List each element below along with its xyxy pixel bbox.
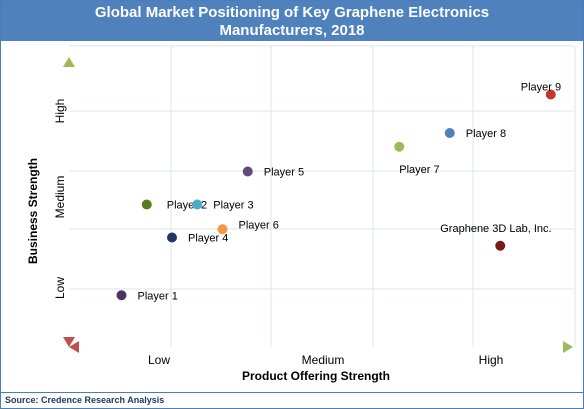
x-tick-low: Low [148, 353, 170, 367]
plot-area: Low Medium High Low Medium High Product … [26, 45, 576, 383]
data-point-1 [116, 290, 127, 301]
data-label-5: Player 5 [264, 167, 304, 179]
x-axis-label: Product Offering Strength [242, 369, 390, 383]
data-point-7 [394, 141, 405, 152]
chart-title: Global Market Positioning of Key Graphen… [1, 1, 583, 41]
y-axis-label: Business Strength [26, 158, 40, 264]
data-point-9 [545, 89, 556, 100]
x-axis-arrow [563, 341, 573, 353]
grid [69, 45, 576, 347]
data-label-1: Player 1 [138, 290, 178, 302]
y-tick-low: Low [53, 277, 67, 299]
data-label-10: Graphene 3D Lab, Inc. [440, 223, 551, 235]
y-axis-arrow [63, 57, 75, 67]
data-point-6 [217, 224, 228, 235]
chart-title-line2: Manufacturers, 2018 [219, 22, 365, 39]
data-label-9: Player 9 [521, 82, 561, 94]
data-label-3: Player 3 [213, 200, 253, 212]
chart-title-line1: Global Market Positioning of Key Graphen… [94, 4, 490, 21]
y-tick-high: High [53, 99, 67, 124]
y-tick-medium: Medium [53, 176, 67, 219]
data-label-4: Player 4 [188, 233, 228, 245]
source-note: Source: Credence Research Analysis [1, 392, 583, 408]
data-point-4 [167, 232, 177, 243]
data-point-3 [192, 199, 203, 210]
y-axis-origin-arrow [63, 337, 75, 347]
x-tick-medium: Medium [302, 353, 345, 367]
data-point-10 [495, 240, 506, 251]
data-point-2 [141, 199, 152, 210]
data-label-8: Player 8 [466, 128, 506, 140]
x-axis-origin-arrow [69, 341, 79, 353]
data-label-6: Player 6 [239, 219, 279, 231]
data-point-5 [242, 166, 253, 177]
data-point-8 [444, 128, 455, 138]
data-label-7: Player 7 [399, 164, 439, 176]
x-tick-high: High [479, 353, 504, 367]
